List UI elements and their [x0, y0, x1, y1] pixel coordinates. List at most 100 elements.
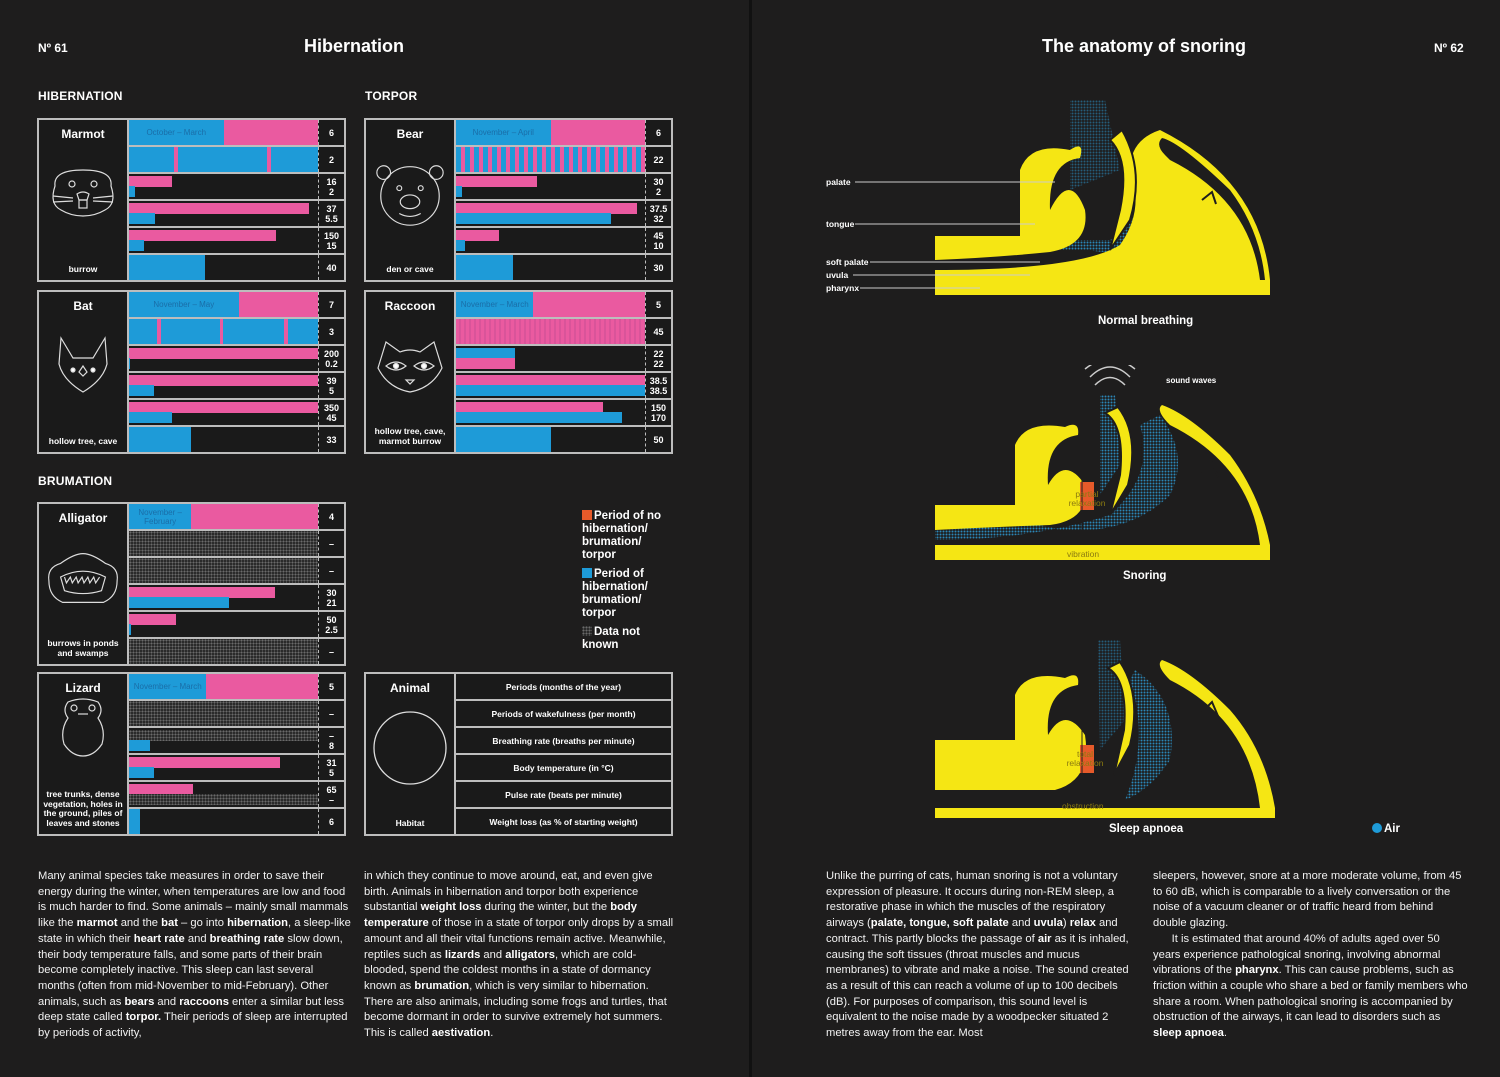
page-title-left: Hibernation: [304, 36, 405, 56]
habitat-label: hollow tree, cave, marmot burrow: [374, 426, 446, 446]
habitat-label: tree trunks, dense vegetation, holes in …: [43, 789, 123, 828]
value: 22: [653, 348, 664, 359]
label-pharynx: pharynx: [826, 283, 860, 293]
marmot-icon: [45, 154, 121, 234]
value: 32: [653, 213, 664, 224]
normal-breathing-diagram: [935, 100, 1270, 295]
value: 65: [326, 784, 337, 795]
section-brumation: BRUMATION: [38, 474, 113, 488]
value: 150: [650, 402, 667, 413]
value: 2: [328, 186, 334, 197]
data-not-known: [129, 531, 318, 556]
value: 37.5: [649, 203, 668, 214]
animal-card-marmot: Marmot burrow October – March 6 2 16 2 37 5…: [37, 118, 346, 282]
period-label: November – March: [460, 300, 529, 309]
value: 39: [326, 375, 337, 386]
legend-no-period: Period of no hibernation/ brumation/ tor…: [582, 510, 677, 562]
value: 22: [653, 358, 664, 369]
value: 150: [323, 230, 340, 241]
value: 22: [653, 154, 664, 165]
value: 50: [653, 434, 664, 445]
key-row: Pulse rate (beats per minute): [456, 782, 671, 809]
value: 45: [326, 412, 337, 423]
legend-label: Period of no hibernation/ brumation/ tor…: [582, 510, 662, 561]
key-habitat-label: Habitat: [395, 817, 425, 828]
snoring-diagram: [935, 365, 1270, 560]
value: –: [328, 730, 334, 741]
period-label: October – March: [146, 128, 207, 137]
blue-swatch-icon: [582, 568, 592, 578]
key-row: Breathing rate (breaths per minute): [456, 728, 671, 755]
label-obstruction: obstruction: [1062, 801, 1104, 811]
value: 2.5: [325, 624, 338, 635]
value: 4: [328, 511, 334, 522]
legend-unknown: Data not known: [582, 626, 677, 652]
period-label: November – February: [138, 507, 182, 526]
key-row: Periods (months of the year): [456, 674, 671, 701]
label-total-relaxation: total relaxation: [1066, 749, 1104, 768]
lizard-icon: [45, 696, 121, 758]
value: 2: [655, 186, 661, 197]
key-row: Body temperature (in °C): [456, 755, 671, 782]
value: 2: [328, 154, 334, 165]
section-hibernation: HIBERNATION: [38, 89, 123, 103]
value: –: [328, 565, 334, 576]
bat-icon: [45, 326, 121, 406]
value: 8: [328, 740, 334, 751]
value: 6: [328, 816, 334, 827]
habitat-label: hollow tree, cave: [48, 435, 118, 446]
value: 350: [323, 402, 340, 413]
legend-label: Data not known: [582, 626, 640, 651]
key-card: Animal Habitat Periods (months of the ye…: [364, 672, 673, 836]
raccoon-icon: [372, 326, 448, 406]
value: 5: [655, 299, 661, 310]
animal-card-bat: Bat hollow tree, cave November – May 7 3 …: [37, 290, 346, 454]
animal-name: Bat: [73, 299, 93, 313]
value: 21: [326, 597, 337, 608]
orange-swatch-icon: [582, 510, 592, 520]
value: –: [328, 794, 334, 805]
animal-card-lizard: Lizard tree trunks, dense vegetation, ho…: [37, 672, 346, 836]
body-text-left-col2: in which they continue to move around, e…: [364, 870, 674, 1040]
animal-name: Lizard: [65, 681, 101, 695]
value: 200: [323, 348, 340, 359]
animal-card-bear: Bear den or cave November – April 6 22 30…: [364, 118, 673, 282]
label-uvula: uvula: [826, 270, 849, 280]
bear-icon: [372, 154, 448, 234]
circle-icon: [372, 708, 448, 788]
animal-card-raccoon: Raccoon hollow tree, cave, marmot burrow…: [364, 290, 673, 454]
value: 5: [328, 767, 334, 778]
key-animal-label: Animal: [389, 681, 430, 695]
legend: Period of no hibernation/ brumation/ tor…: [582, 510, 677, 658]
caption-sleep-apnoea: Sleep apnoea: [1109, 823, 1184, 835]
air-dot-icon: [1372, 823, 1382, 833]
legend-period: Period of hibernation/ brumation/ torpor: [582, 568, 677, 620]
value: 3: [328, 326, 334, 337]
data-not-known: [129, 558, 318, 583]
body-text-left-col1: Many animal species take measures in ord…: [38, 870, 351, 1040]
value: 45: [653, 326, 664, 337]
dotted-swatch-icon: [582, 626, 592, 636]
value: 45: [653, 230, 664, 241]
alligator-icon: [45, 538, 121, 618]
label-leader-lines: [853, 181, 1055, 289]
label-soft-palate: soft palate: [826, 257, 869, 267]
body-text-right-col1: Unlike the purring of cats, human snorin…: [826, 870, 1129, 1040]
value: 38.5: [649, 375, 668, 386]
key-row: Periods of wakefulness (per month): [456, 701, 671, 728]
label-palate: palate: [826, 177, 851, 187]
value: 5: [328, 681, 334, 692]
habitat-label: den or cave: [386, 263, 434, 274]
page-gutter: [749, 0, 752, 1077]
habitat-label: burrow: [68, 263, 98, 274]
air-legend: Air: [1372, 823, 1400, 835]
key-row: Weight loss (as % of starting weight): [489, 816, 638, 827]
caption-snoring: Snoring: [1123, 570, 1167, 582]
value: 33: [326, 434, 337, 445]
value: 30: [326, 587, 337, 598]
page-number-left: Nº 61: [38, 41, 68, 55]
value: 7: [328, 299, 334, 310]
label-tongue: tongue: [826, 219, 855, 229]
value: –: [328, 708, 334, 719]
